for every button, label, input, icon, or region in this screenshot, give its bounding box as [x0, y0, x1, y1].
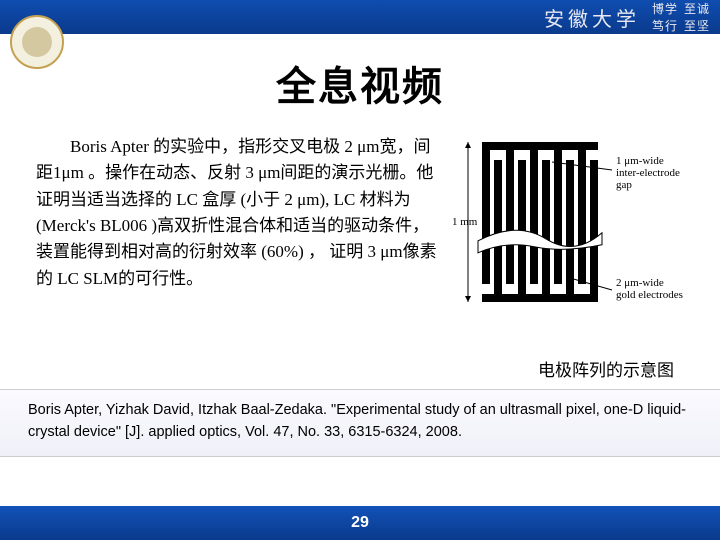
- header-bar: 安徽大学 博学 笃行 至诚 至坚: [0, 0, 720, 34]
- motto-3: 至诚: [684, 0, 710, 17]
- svg-text:2 μm-wide: 2 μm-wide: [616, 277, 664, 289]
- svg-text:1 μm-wide: 1 μm-wide: [616, 155, 664, 167]
- page-number: 29: [351, 514, 369, 532]
- motto-col2: 至诚 至坚: [684, 0, 710, 34]
- university-logo: [10, 15, 64, 69]
- citation-text: Boris Apter, Yizhak David, Itzhak Baal-Z…: [28, 402, 686, 440]
- logo-inner: [22, 27, 52, 57]
- citation-band: Boris Apter, Yizhak David, Itzhak Baal-Z…: [0, 389, 720, 457]
- motto: 博学 笃行 至诚 至坚: [652, 0, 710, 34]
- motto-col1: 博学 笃行: [652, 0, 678, 34]
- svg-text:inter-electrode: inter-electrode: [616, 167, 680, 179]
- svg-text:1 mm: 1 mm: [452, 216, 478, 228]
- motto-1: 博学: [652, 0, 678, 17]
- diagram-svg: 1 mm 1 μm-wideinter-electrodegap 2 μm-wide…: [452, 134, 700, 334]
- footer-bar: 29: [0, 506, 720, 540]
- page-title: 全息视频: [0, 54, 720, 112]
- university-name: 安徽大学: [544, 3, 640, 32]
- body-paragraph: Boris Apter 的实验中，指形交叉电极 2 μm宽，间距1μm 。操作在…: [36, 134, 442, 334]
- content-row: Boris Apter 的实验中，指形交叉电极 2 μm宽，间距1μm 。操作在…: [0, 134, 720, 334]
- diagram-caption: 电极阵列的示意图: [0, 356, 720, 381]
- motto-4: 至坚: [684, 17, 710, 34]
- svg-text:gold electrodes: gold electrodes: [616, 289, 683, 301]
- motto-2: 笃行: [652, 17, 678, 34]
- university-block: 安徽大学 博学 笃行 至诚 至坚: [544, 0, 710, 34]
- svg-text:gap: gap: [616, 179, 632, 191]
- electrode-diagram: 1 mm 1 μm-wideinter-electrodegap 2 μm-wide…: [452, 134, 700, 334]
